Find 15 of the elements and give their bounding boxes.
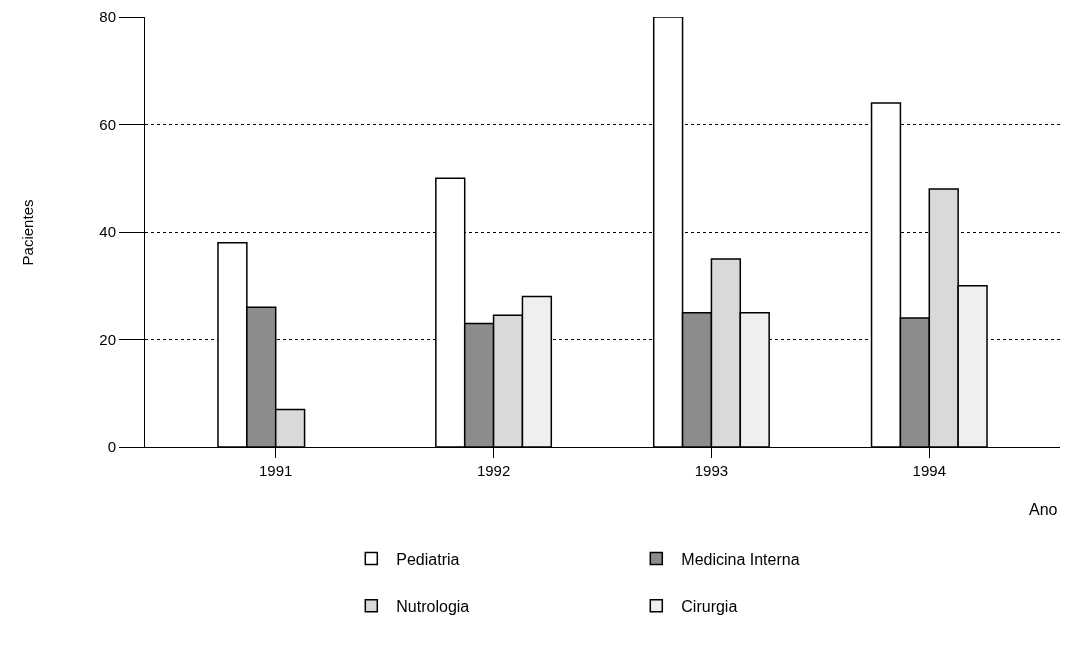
y-tick-label: 0 bbox=[107, 438, 116, 456]
x-tick-label: 1994 bbox=[912, 462, 946, 479]
y-tick-label: 80 bbox=[99, 8, 116, 26]
y-tick-label: 60 bbox=[99, 115, 116, 133]
x-tick-label: 1993 bbox=[694, 462, 729, 479]
y-tick-label: 40 bbox=[99, 223, 116, 241]
legend-label: Cirurgia bbox=[681, 598, 738, 616]
legend-label: Medicina Interna bbox=[681, 550, 800, 568]
y-axis-title: Pacientes bbox=[19, 199, 37, 266]
y-tick-label: 20 bbox=[99, 330, 116, 348]
x-tick-label: 1992 bbox=[476, 462, 511, 479]
legend-label: Pediatria bbox=[396, 550, 460, 568]
x-axis-title: Ano bbox=[1029, 501, 1058, 518]
x-tick-label: 1991 bbox=[259, 462, 293, 479]
legend-label: Nutrologia bbox=[396, 598, 470, 616]
